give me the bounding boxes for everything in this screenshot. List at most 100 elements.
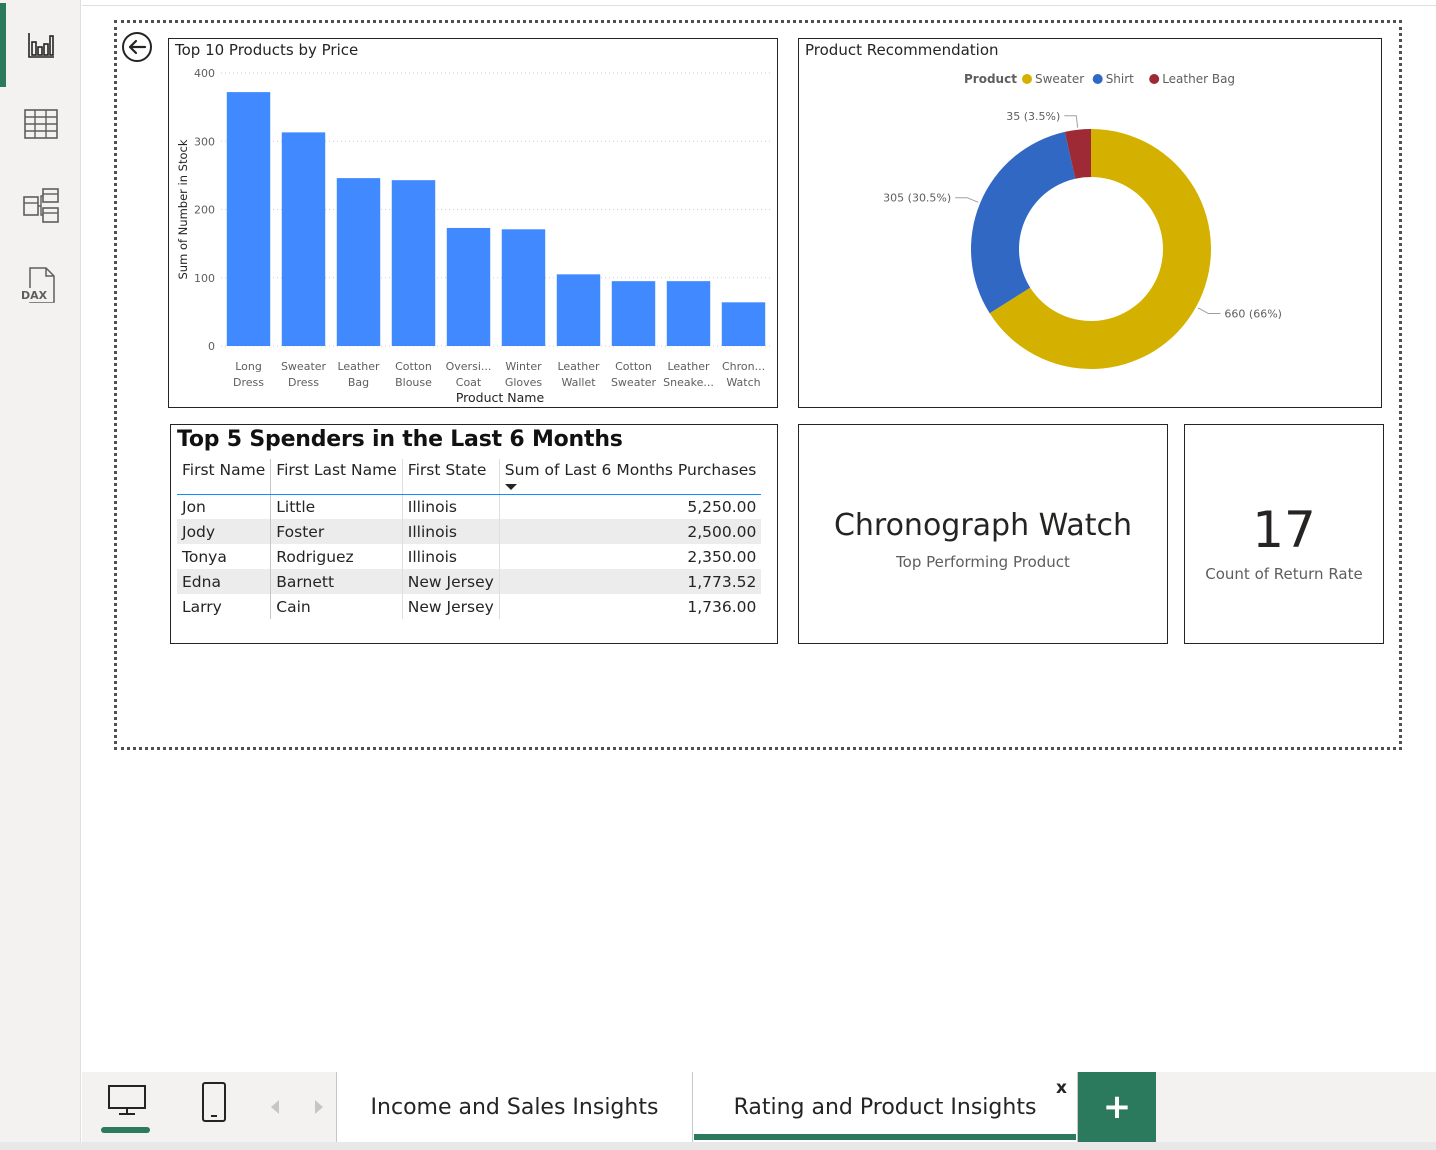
x-tick-label: Cotton [615, 360, 652, 373]
next-page-button[interactable] [310, 1096, 328, 1118]
donut-slice[interactable] [989, 129, 1211, 369]
column-header-purchases-label: Sum of Last 6 Months Purchases [504, 461, 757, 479]
dax-query-view-button[interactable]: DAX [20, 264, 62, 306]
add-page-button[interactable]: + [1078, 1072, 1156, 1142]
card-value-top-product: Chronograph Watch [833, 508, 1133, 543]
desktop-layout-button[interactable] [102, 1082, 152, 1118]
table-row[interactable]: Jody Foster Illinois 2,500.00 [177, 519, 762, 544]
legend-label[interactable]: Leather Bag [1162, 72, 1235, 86]
column-header-purchases[interactable]: Sum of Last 6 Months Purchases [499, 459, 762, 495]
y-tick-label: 100 [194, 272, 215, 285]
donut-slice[interactable] [971, 131, 1076, 314]
y-tick-label: 400 [194, 67, 215, 80]
back-button[interactable] [121, 31, 153, 63]
layout-active-indicator [101, 1127, 150, 1133]
legend-marker [1149, 74, 1160, 84]
bar[interactable] [391, 180, 436, 346]
x-tick-label: Wallet [561, 376, 596, 389]
table-cell: 5,250.00 [687, 497, 757, 516]
mobile-layout-button[interactable] [196, 1080, 232, 1124]
bar[interactable] [226, 92, 271, 346]
card-label-top-product: Top Performing Product [896, 553, 1070, 571]
table-row[interactable]: Jon Little Illinois 5,250.00 [177, 494, 761, 519]
bar-chart-visual[interactable]: Top 10 Products by Price 0 100 200 300 400 Su… [168, 38, 778, 408]
table-cell: Little [270, 494, 403, 519]
bar[interactable] [721, 302, 766, 346]
donut-chart-visual[interactable]: Product Recommendation Product Sweater Shi… [798, 38, 1382, 408]
x-tick-label: Watch [726, 376, 760, 389]
return-rate-card[interactable]: 17 Count of Return Rate [1184, 424, 1384, 644]
bar[interactable] [501, 229, 546, 346]
x-tick-label: Long [235, 360, 262, 373]
spenders-table-visual[interactable]: Top 5 Spenders in the Last 6 Months Firs… [170, 424, 778, 644]
table-grid-icon [24, 109, 58, 139]
y-tick-label: 0 [208, 340, 215, 353]
chevron-left-icon [271, 1100, 279, 1114]
bar-chart-title: Top 10 Products by Price [175, 41, 359, 59]
data-label: 660 (66%) [1224, 308, 1282, 321]
tab-rating-and-product-insights[interactable]: Rating and Product Insights x [692, 1072, 1078, 1142]
x-tick-label: Dress [233, 376, 264, 389]
table-cell: Barnett [270, 569, 403, 594]
legend-label[interactable]: Shirt [1106, 72, 1134, 86]
close-tab-button[interactable]: x [1056, 1078, 1067, 1098]
legend-label[interactable]: Sweater [1035, 72, 1084, 86]
x-tick-label: Sweater [281, 360, 327, 373]
bar[interactable] [666, 281, 711, 346]
dax-icon-label: DAX [21, 289, 48, 302]
data-view-button[interactable] [20, 103, 62, 145]
bar[interactable] [556, 274, 601, 346]
table-cell: Illinois [402, 494, 500, 519]
sort-descending-icon [504, 484, 517, 490]
table-row[interactable]: Larry Cain New Jersey 1,736.00 [177, 594, 761, 619]
x-tick-label: Coat [456, 376, 482, 389]
dax-file-icon [23, 267, 55, 303]
x-tick-label: Dress [288, 376, 319, 389]
table-cell: Jody [177, 519, 272, 544]
x-tick-label: Chron... [722, 360, 765, 373]
x-tick-label: Oversi... [446, 360, 492, 373]
donut-chart-plot: Product Sweater Shirt Leather Bag 660 (66%) 3… [883, 72, 1282, 369]
table-row[interactable]: Edna Barnett New Jersey 1,773.52 [177, 569, 762, 594]
table-cell: New Jersey [402, 594, 500, 619]
donut-slice[interactable] [1064, 129, 1091, 179]
model-view-button[interactable] [20, 184, 62, 226]
table-cell: 2,350.00 [687, 547, 757, 566]
table-title: Top 5 Spenders in the Last 6 Months [177, 427, 623, 452]
tab-income-and-sales-insights[interactable]: Income and Sales Insights [336, 1072, 692, 1142]
table-cell: Tonya [177, 544, 272, 569]
legend-marker [1092, 74, 1103, 84]
status-bar-edge [0, 1142, 1436, 1150]
previous-page-button[interactable] [266, 1096, 284, 1118]
x-tick-label: Sweater [611, 376, 657, 389]
report-view-button[interactable] [20, 24, 62, 66]
bar[interactable] [446, 227, 491, 346]
bar[interactable] [281, 132, 326, 346]
table-cell: New Jersey [402, 569, 500, 594]
tab-rating-label: Rating and Product Insights [733, 1094, 1037, 1120]
donut-chart-title: Product Recommendation [805, 41, 999, 59]
x-tick-label: Leather [667, 360, 709, 373]
card-value-return-count: 17 [1252, 501, 1316, 559]
active-view-indicator [0, 3, 6, 87]
table-row[interactable]: Tonya Rodriguez Illinois 2,350.00 [177, 544, 761, 569]
active-tab-indicator [694, 1134, 1076, 1140]
left-view-rail: DAX [0, 0, 81, 1142]
x-axis-title: Product Name [456, 390, 545, 405]
legend-marker [1022, 74, 1032, 84]
bar[interactable] [611, 281, 656, 346]
bar[interactable] [336, 178, 381, 346]
column-header-state[interactable]: First State [402, 459, 500, 495]
back-arrow-icon [122, 32, 152, 62]
plus-icon: + [1102, 1087, 1132, 1127]
data-label: 35 (3.5%) [1006, 110, 1060, 123]
x-tick-label: Winter [505, 360, 542, 373]
column-header-last-name[interactable]: First Last Name [270, 459, 403, 495]
x-tick-label: Blouse [395, 376, 432, 389]
desktop-monitor-icon [108, 1085, 146, 1115]
table-cell: Edna [177, 569, 272, 594]
top-product-card[interactable]: Chronograph Watch Top Performing Product [798, 424, 1168, 644]
x-tick-label: Gloves [505, 376, 543, 389]
report-canvas-selection[interactable] [114, 20, 1402, 750]
column-header-first-name[interactable]: First Name [177, 459, 272, 495]
